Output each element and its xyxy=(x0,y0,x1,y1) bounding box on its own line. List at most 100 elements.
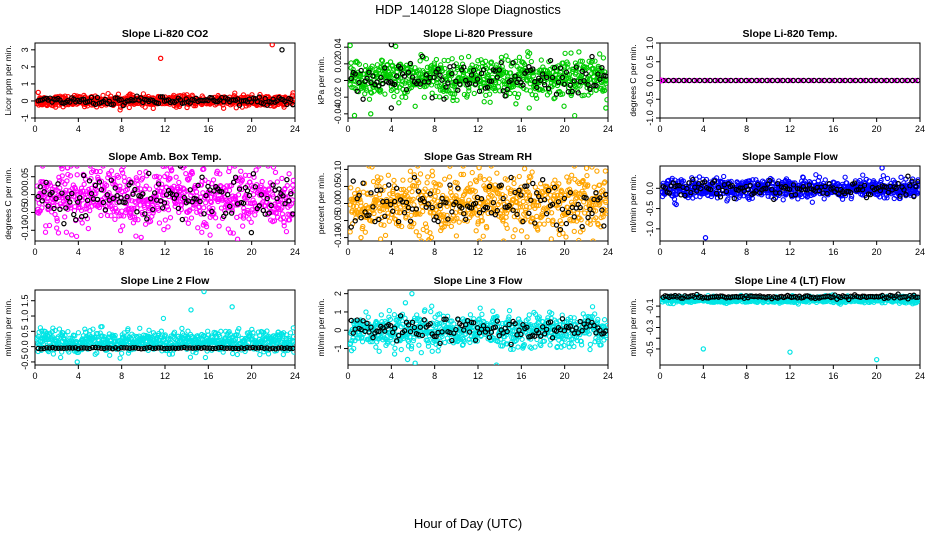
color-point xyxy=(460,166,466,169)
color-point xyxy=(125,326,131,332)
color-point xyxy=(477,175,483,181)
color-point xyxy=(64,178,70,184)
color-point xyxy=(90,326,96,332)
black-point xyxy=(382,213,388,219)
color-point xyxy=(227,166,233,171)
black-point xyxy=(577,204,583,211)
x-tick-label: 8 xyxy=(119,247,124,257)
black-point xyxy=(461,211,467,217)
color-point xyxy=(571,166,578,169)
black-point xyxy=(376,216,382,223)
color-point xyxy=(131,214,138,220)
color-point xyxy=(604,76,608,83)
color-point xyxy=(35,183,41,189)
black-point xyxy=(581,78,587,84)
black-point xyxy=(88,94,95,101)
color-point xyxy=(384,214,391,220)
black-point xyxy=(67,99,73,105)
black-point xyxy=(49,189,55,196)
black-point xyxy=(150,206,156,213)
black-point xyxy=(743,77,750,84)
color-point xyxy=(265,166,271,169)
color-point xyxy=(418,238,425,241)
color-point xyxy=(437,205,444,212)
color-point xyxy=(473,207,479,213)
color-point xyxy=(481,177,488,183)
black-point xyxy=(698,185,704,192)
y-tick-label: -0.10 xyxy=(20,220,30,241)
color-point xyxy=(59,173,65,179)
black-point xyxy=(350,178,356,184)
black-point xyxy=(545,85,552,92)
color-point xyxy=(576,237,582,241)
black-point xyxy=(868,77,874,84)
color-point xyxy=(524,234,530,240)
x-tick-label: 20 xyxy=(247,124,257,134)
x-tick-label: 24 xyxy=(915,247,925,257)
color-point xyxy=(58,166,64,169)
color-point xyxy=(523,209,529,216)
color-point xyxy=(429,173,436,179)
color-point xyxy=(369,166,375,170)
black-point xyxy=(713,190,720,197)
color-point xyxy=(161,192,167,198)
color-point xyxy=(369,218,375,224)
black-point xyxy=(476,88,483,94)
color-point xyxy=(511,176,517,182)
color-point xyxy=(117,355,123,361)
black-point xyxy=(729,183,736,189)
black-point xyxy=(177,166,184,169)
color-point xyxy=(391,93,397,100)
color-point xyxy=(473,228,479,234)
black-point xyxy=(524,183,530,189)
y-tick-label: -0.5 xyxy=(645,91,655,107)
color-point xyxy=(523,207,529,213)
black-point xyxy=(407,60,414,67)
color-point xyxy=(39,328,45,334)
outlier-point xyxy=(35,89,41,96)
color-point xyxy=(366,96,373,102)
color-point xyxy=(571,228,577,235)
black-point xyxy=(280,193,286,199)
black-point xyxy=(409,74,416,80)
color-point xyxy=(86,186,92,193)
plot-frame xyxy=(34,289,296,366)
black-point xyxy=(806,77,812,84)
color-point xyxy=(106,352,113,358)
black-point xyxy=(904,77,911,84)
color-point xyxy=(525,213,531,219)
black-point xyxy=(538,77,544,84)
color-point xyxy=(590,65,596,72)
color-point xyxy=(291,187,295,194)
black-point xyxy=(915,179,920,185)
color-point xyxy=(183,170,189,177)
black-point xyxy=(157,94,164,100)
black-point xyxy=(236,102,243,108)
x-tick-label: 20 xyxy=(247,247,257,257)
color-point xyxy=(78,185,85,191)
black-point xyxy=(144,216,150,222)
black-point xyxy=(836,191,842,197)
color-point xyxy=(527,50,533,56)
color-point xyxy=(239,223,246,229)
x-tick-label: 0 xyxy=(32,247,37,257)
color-point xyxy=(90,168,97,174)
black-point xyxy=(496,67,502,73)
color-point xyxy=(694,77,700,84)
black-point xyxy=(822,183,828,190)
black-point xyxy=(108,177,114,183)
color-point xyxy=(602,197,608,204)
color-point xyxy=(429,168,435,174)
color-point xyxy=(79,220,85,226)
color-point xyxy=(279,175,285,182)
color-point xyxy=(248,219,254,225)
y-tick-label: 2 xyxy=(20,64,30,69)
black-point xyxy=(543,210,550,217)
color-point xyxy=(472,188,478,194)
black-point xyxy=(354,88,360,94)
color-point xyxy=(362,62,369,69)
color-point xyxy=(526,178,532,185)
color-point xyxy=(413,183,420,189)
color-point xyxy=(212,215,219,221)
